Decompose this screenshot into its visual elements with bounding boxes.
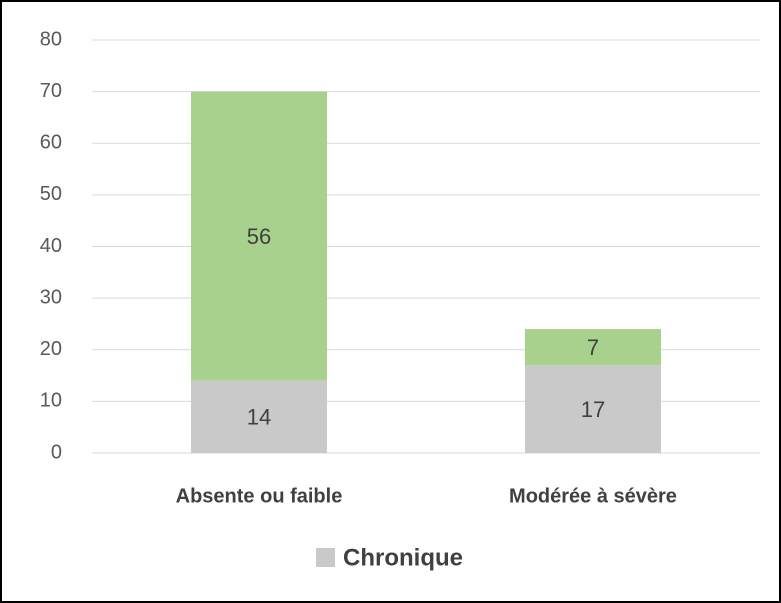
y-tick-label: 60	[40, 132, 62, 154]
y-tick-label: 50	[40, 183, 62, 205]
bar-segment	[191, 91, 327, 381]
bar-segment	[191, 380, 327, 453]
bar-segment	[525, 365, 661, 453]
data-label: 7	[587, 335, 599, 360]
x-tick-label: Absente ou faible	[176, 485, 343, 507]
bar-segment	[525, 329, 661, 366]
data-label: 56	[247, 224, 271, 249]
y-tick-label: 10	[40, 390, 62, 412]
y-tick-label: 80	[40, 28, 62, 50]
y-tick-label: 30	[40, 286, 62, 308]
data-label: 14	[247, 405, 271, 430]
x-tick-label: Modérée à sévère	[509, 485, 677, 507]
legend-label: Chronique	[343, 544, 463, 571]
legend-swatch	[316, 548, 335, 567]
y-tick-label: 70	[40, 80, 62, 102]
y-tick-label: 40	[40, 235, 62, 257]
data-label: 17	[581, 397, 605, 422]
y-tick-label: 0	[51, 441, 62, 463]
y-tick-label: 20	[40, 338, 62, 360]
